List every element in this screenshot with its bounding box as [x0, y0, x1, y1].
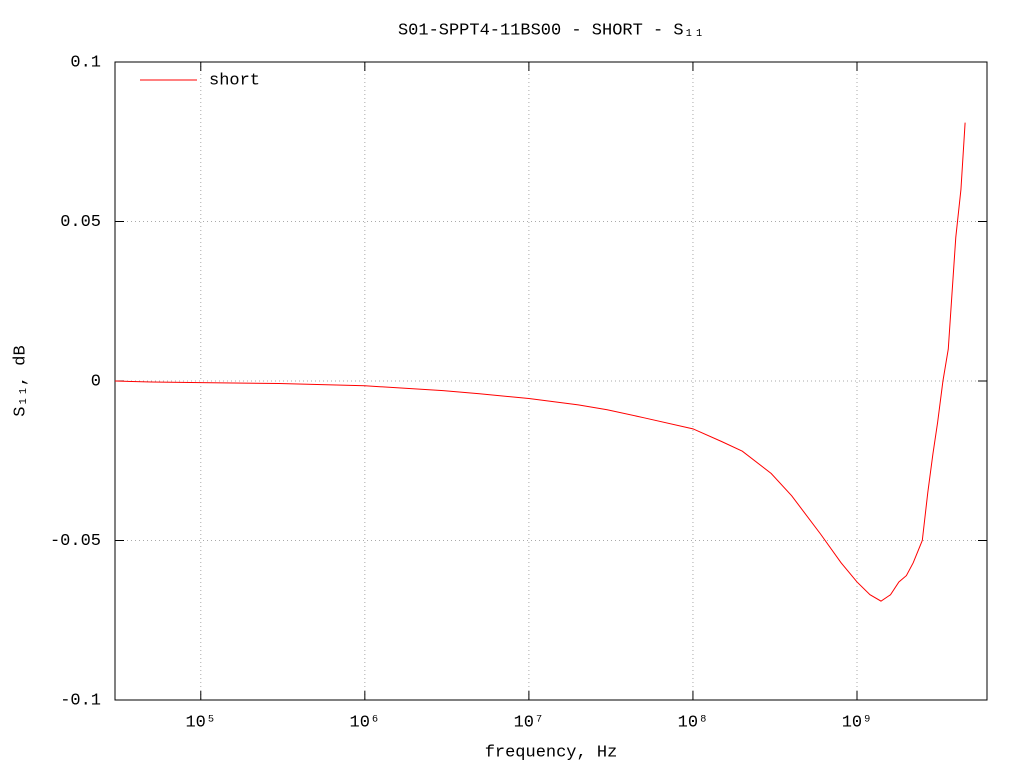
x-tick-label: 10⁷ — [514, 713, 545, 732]
x-axis-label: frequency, Hz — [485, 743, 618, 762]
y-tick-label: 0 — [91, 372, 101, 391]
y-tick-label: -0.1 — [60, 691, 101, 710]
y-tick-label: 0.05 — [60, 213, 101, 232]
y-tick-label: -0.05 — [50, 532, 101, 551]
data-line — [114, 122, 966, 602]
legend-label: short — [209, 71, 260, 90]
x-tick-label: 10⁸ — [678, 713, 709, 732]
y-tick-label: 0.1 — [70, 53, 101, 72]
x-tick-label: 10⁶ — [350, 713, 381, 732]
x-tick-label: 10⁵ — [185, 713, 216, 732]
chart-title: S01-SPPT4-11BS00 - SHORT - S₁₁ — [398, 21, 704, 40]
y-axis-label: S₁₁, dB — [11, 345, 30, 416]
x-tick-label: 10⁹ — [842, 713, 873, 732]
